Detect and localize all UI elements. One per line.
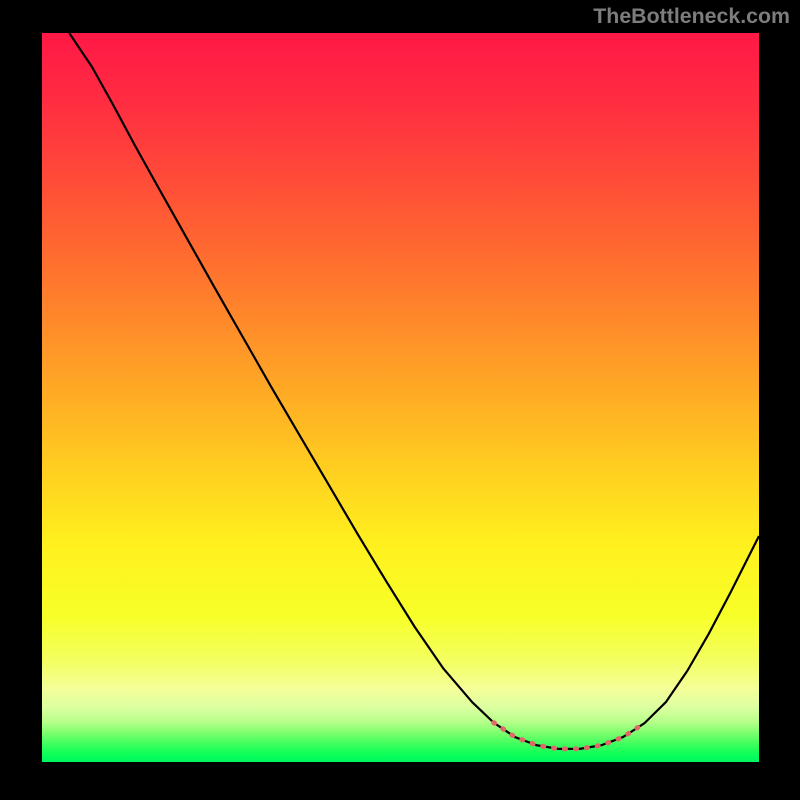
chart-svg xyxy=(0,0,800,800)
plot-area xyxy=(42,33,759,762)
chart-stage: TheBottleneck.com xyxy=(0,0,800,800)
